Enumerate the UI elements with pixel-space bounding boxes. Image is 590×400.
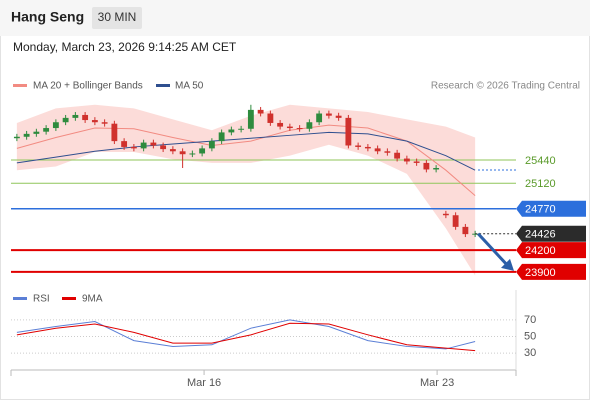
candle-body: [150, 142, 157, 146]
candle-body: [13, 136, 20, 139]
rsi-tick-label: 30: [524, 347, 536, 359]
legend-swatch: [13, 84, 27, 87]
candle-body: [374, 148, 381, 152]
price-tag: [516, 242, 586, 259]
candle-body: [433, 168, 440, 170]
candle-body: [228, 129, 235, 133]
legend-label: 9MA: [82, 294, 103, 305]
candle-body: [355, 145, 362, 147]
price-label: 24426: [525, 229, 556, 241]
candle-body: [306, 122, 313, 129]
candle-body: [101, 122, 108, 124]
candle-body: [23, 133, 30, 137]
candle-body: [218, 132, 225, 142]
candle-body: [238, 128, 245, 130]
candle-body: [208, 141, 215, 149]
candle-body: [257, 109, 264, 114]
candle-body: [43, 128, 50, 132]
header-bar: [0, 0, 590, 36]
ma50-line: [16, 131, 476, 171]
rsi-tick-label: 70: [524, 314, 536, 326]
candle-body: [394, 152, 401, 159]
price-tag: [516, 200, 586, 217]
chart-title: Hang Seng: [11, 9, 84, 25]
candle-body: [199, 148, 206, 154]
price-label: 24200: [525, 245, 556, 257]
candle-body: [160, 145, 167, 150]
price-label: 23900: [525, 267, 556, 279]
price-label: 25120: [525, 178, 556, 190]
legend-swatch: [13, 297, 27, 300]
candle-body: [130, 146, 137, 149]
interval: 30 MIN: [98, 10, 137, 24]
candle-body: [62, 117, 69, 123]
candle-body: [179, 151, 186, 155]
candle-body: [413, 161, 420, 163]
price-label: 24770: [525, 204, 556, 216]
candle-body: [267, 113, 274, 123]
subtitle: Monday, March 23, 2026 9:14:25 AM CET: [13, 40, 237, 54]
candle-body: [403, 158, 410, 162]
legend-label: MA 20 + Bollinger Bands: [33, 81, 143, 92]
candle-body: [189, 153, 196, 155]
candle-body: [462, 226, 469, 235]
candle-body: [33, 131, 40, 134]
credit: Research © 2026 Trading Central: [431, 81, 580, 92]
candle-body: [345, 117, 352, 146]
legend-label: MA 50: [175, 81, 204, 92]
x-tick-label: Mar 16: [187, 377, 221, 389]
candle-body: [52, 122, 59, 129]
candle-body: [296, 128, 303, 130]
candle-body: [111, 123, 118, 142]
candle-body: [423, 162, 430, 170]
candle-body: [72, 114, 79, 118]
candle-body: [452, 215, 459, 227]
interval-badge: [92, 7, 142, 29]
legend-label: RSI: [33, 294, 50, 305]
x-tick-label: Mar 23: [420, 377, 454, 389]
candle-body: [325, 113, 332, 116]
candle-body: [442, 213, 449, 216]
candle-body: [169, 149, 176, 152]
price-tag: [516, 263, 586, 280]
arrow-head: [501, 258, 514, 271]
candle-body: [140, 142, 147, 149]
candle-body: [384, 151, 391, 153]
projection-arrow: [477, 232, 510, 267]
candle-body: [286, 126, 293, 129]
rsi-line: [16, 322, 476, 352]
candle-body: [335, 115, 342, 118]
candle-body: [82, 114, 89, 121]
candle-body: [316, 113, 323, 123]
candle-body: [247, 109, 254, 129]
legend-swatch: [62, 297, 76, 300]
candle-body: [277, 122, 284, 127]
price-tag: [516, 225, 586, 242]
candle-body: [121, 141, 128, 147]
rsi-line: [16, 319, 476, 350]
candle-body: [364, 146, 371, 149]
rsi-tick-label: 50: [524, 330, 536, 342]
candle-body: [91, 120, 98, 123]
price-label: 25440: [525, 155, 556, 167]
legend-swatch: [156, 84, 170, 87]
